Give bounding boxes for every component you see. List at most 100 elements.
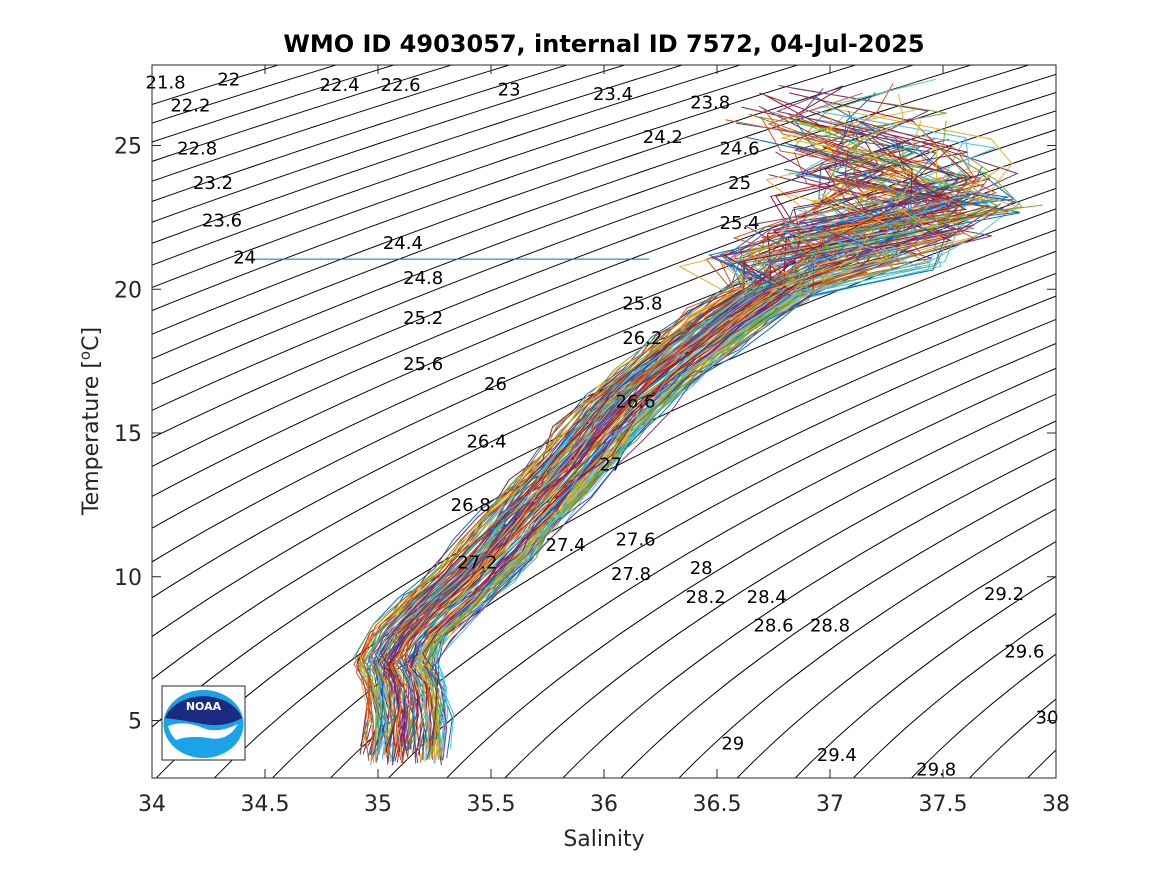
profile-trace xyxy=(408,205,989,755)
density-contour-28-2 xyxy=(620,477,1056,778)
y-axis: 5 10 15 20 25 xyxy=(114,135,1056,735)
density-contour-28-4 xyxy=(678,508,1056,778)
contour-label: 29.6 xyxy=(1004,642,1044,663)
contour-label: 23.4 xyxy=(593,84,633,105)
contour-label: 24 xyxy=(233,248,256,269)
x-tick-label: 34 xyxy=(138,792,166,817)
density-contour-26-8 xyxy=(213,295,1056,778)
density-contour-24-2 xyxy=(152,65,973,360)
density-contour-27 xyxy=(271,318,1056,778)
y-axis-label-main: Temperature [ xyxy=(79,360,104,516)
contour-label: 29.4 xyxy=(817,745,857,766)
density-contour-29-2 xyxy=(910,653,1056,778)
contour-label: 25.8 xyxy=(622,294,662,315)
x-tick-label: 37 xyxy=(816,792,844,817)
y-tick-label: 10 xyxy=(114,566,142,591)
x-tick-label: 36.5 xyxy=(693,792,742,817)
density-contour-28-6 xyxy=(736,540,1056,778)
contour-label: 26.4 xyxy=(466,432,506,453)
contour-label: 22.6 xyxy=(381,75,421,96)
profile-trace xyxy=(388,119,968,757)
y-axis-label: Temperature [oC] xyxy=(76,327,104,516)
contour-label: 25.2 xyxy=(403,308,443,329)
density-contour-27-6 xyxy=(446,393,1056,778)
y-tick-label: 25 xyxy=(114,135,142,160)
x-tick-label: 34.5 xyxy=(241,792,290,817)
contour-label: 28.2 xyxy=(686,587,726,608)
density-contour-23-8 xyxy=(152,65,858,312)
profile-trace xyxy=(416,200,954,750)
profile-trace xyxy=(393,229,872,759)
profile-trace xyxy=(368,119,943,758)
density-contour-24-6 xyxy=(152,73,1056,411)
profile-trace xyxy=(353,177,929,757)
chart-title: WMO ID 4903057, internal ID 7572, 04-Jul… xyxy=(283,30,924,58)
contour-label: 28.8 xyxy=(810,616,850,637)
contour-label: 24.2 xyxy=(643,127,683,148)
density-contour-24-8 xyxy=(152,91,1056,439)
x-tick-label: 38 xyxy=(1042,792,1070,817)
contour-label: 22 xyxy=(217,69,240,90)
contour-label: 24.4 xyxy=(383,233,423,254)
y-tick-label: 15 xyxy=(114,422,142,447)
density-contour-23-2 xyxy=(152,65,685,244)
x-tick-label: 35 xyxy=(364,792,392,817)
contour-label: 24.8 xyxy=(403,268,443,289)
contour-label: 29.2 xyxy=(984,584,1024,605)
profile-trace xyxy=(376,203,935,759)
x-tick-label: 35.5 xyxy=(467,792,516,817)
contour-label: 25.6 xyxy=(403,354,443,375)
contour-label: 28.4 xyxy=(747,587,787,608)
density-contour-29 xyxy=(852,613,1056,778)
contour-label: 23 xyxy=(498,79,521,100)
profile-trace xyxy=(361,111,861,747)
contour-label: 29 xyxy=(721,734,744,755)
profile-trace xyxy=(409,203,1001,760)
density-contour-28 xyxy=(562,448,1056,778)
density-contour-23-6 xyxy=(152,65,800,289)
profile-trace xyxy=(382,144,916,757)
x-axis: 34 34.5 35 35.5 36 36.5 37 37.5 38 xyxy=(138,65,1070,817)
density-contour-23 xyxy=(152,65,627,223)
contour-label: 23.6 xyxy=(202,210,242,231)
logo-text: NOAA xyxy=(186,700,222,713)
profile-trace xyxy=(379,137,913,748)
contour-label: 21.8 xyxy=(146,72,186,93)
contour-label: 26.6 xyxy=(616,391,656,412)
contour-label: 26.8 xyxy=(451,495,491,516)
contour-label: 25.4 xyxy=(720,213,760,234)
contour-label: 27.6 xyxy=(616,529,656,550)
profile-trace xyxy=(434,205,903,762)
contour-label: 26.2 xyxy=(622,328,662,349)
contour-label: 22.8 xyxy=(177,138,217,159)
contour-label: 26 xyxy=(484,374,507,395)
profile-trace xyxy=(358,229,919,751)
density-contour-25-6 xyxy=(152,167,1056,563)
contour-label: 23.8 xyxy=(690,92,730,113)
density-contour-22-8 xyxy=(152,65,569,202)
density-contour-27-2 xyxy=(329,342,1056,778)
logo-disc-dark xyxy=(165,696,242,726)
profile-trace xyxy=(421,120,1024,758)
density-contour-22-6 xyxy=(152,65,511,182)
density-contour-23-4 xyxy=(152,65,742,266)
x-tick-label: 37.5 xyxy=(919,792,968,817)
profile-trace xyxy=(404,192,883,744)
y-tick-label: 20 xyxy=(114,278,142,303)
density-contour-25-8 xyxy=(152,187,1056,599)
density-contour-24-4 xyxy=(152,65,1031,385)
noaa-logo-icon: NOAA xyxy=(161,685,246,761)
profile-trace xyxy=(402,212,1021,764)
logo-wave xyxy=(168,723,238,740)
profile-trace xyxy=(369,177,929,758)
profile-trace xyxy=(361,193,887,750)
contour-label: 25 xyxy=(728,173,751,194)
contour-label: 29.8 xyxy=(916,759,956,780)
density-contour-25-4 xyxy=(152,148,1056,529)
x-axis-label: Salinity xyxy=(563,827,644,852)
contour-label: 27.8 xyxy=(611,564,651,585)
profile-trace xyxy=(399,116,961,761)
y-tick-label: 5 xyxy=(128,710,142,735)
profile-trace xyxy=(402,192,980,747)
